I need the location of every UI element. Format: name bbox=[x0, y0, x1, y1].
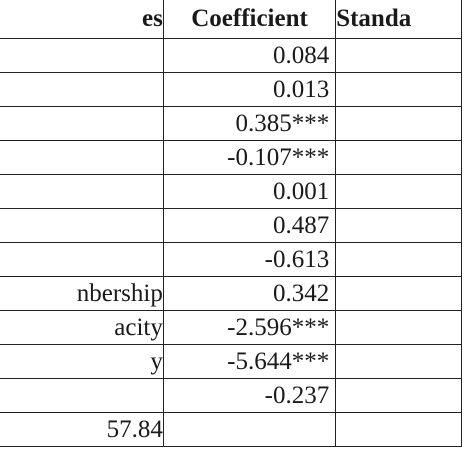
table-header-row: es Coefficient Standa bbox=[0, 0, 462, 39]
table-row: 0.001 bbox=[0, 174, 462, 209]
coefficient-cell: -0.237 bbox=[162, 378, 337, 413]
coefficient-cell: 0.385*** bbox=[162, 106, 337, 141]
standard-error-cell bbox=[335, 378, 462, 413]
standard-error-cell bbox=[335, 208, 462, 243]
table-row: acity -2.596*** bbox=[0, 310, 462, 345]
standard-error-cell bbox=[335, 344, 462, 379]
variable-cell: y bbox=[0, 344, 164, 379]
variables-column-header: es bbox=[0, 0, 164, 39]
coefficient-cell: 0.013 bbox=[162, 72, 337, 107]
coefficient-cell: 0.342 bbox=[162, 276, 337, 311]
coefficient-cell bbox=[162, 412, 337, 447]
coefficient-cell: 0.084 bbox=[162, 38, 337, 73]
standard-error-cell bbox=[335, 310, 462, 345]
standard-error-cell bbox=[335, 72, 462, 107]
variable-cell: 57.84 bbox=[0, 412, 164, 447]
variable-cell bbox=[0, 242, 164, 277]
variable-cell bbox=[0, 378, 164, 413]
standard-error-cell bbox=[335, 412, 462, 447]
coefficient-cell: -2.596*** bbox=[162, 310, 337, 345]
table-row: -0.237 bbox=[0, 378, 462, 413]
coefficient-cell: -0.107*** bbox=[162, 140, 337, 175]
standard-error-cell bbox=[335, 106, 462, 141]
variable-cell bbox=[0, 38, 164, 73]
table-row: 57.84 bbox=[0, 412, 462, 447]
coefficient-cell: -0.613 bbox=[162, 242, 337, 277]
variable-cell: acity bbox=[0, 310, 164, 345]
table-row: -0.613 bbox=[0, 242, 462, 277]
table-row: -0.107*** bbox=[0, 140, 462, 175]
variable-cell bbox=[0, 174, 164, 209]
table-row: 0.084 bbox=[0, 38, 462, 73]
table-row: nbership 0.342 bbox=[0, 276, 462, 311]
table-row: y -5.644*** bbox=[0, 344, 462, 379]
table-row: 0.013 bbox=[0, 72, 462, 107]
coefficient-cell: -5.644*** bbox=[162, 344, 337, 379]
coefficient-cell: 0.001 bbox=[162, 174, 337, 209]
standard-error-cell bbox=[335, 242, 462, 277]
standard-error-cell bbox=[335, 140, 462, 175]
regression-table: es Coefficient Standa 0.084 0.013 0.385*… bbox=[0, 0, 462, 447]
variable-cell bbox=[0, 106, 164, 141]
standard-error-column-header: Standa bbox=[335, 0, 462, 39]
variable-cell bbox=[0, 72, 164, 107]
standard-error-cell bbox=[335, 276, 462, 311]
variable-cell: nbership bbox=[0, 276, 164, 311]
coefficient-cell: 0.487 bbox=[162, 208, 337, 243]
variable-cell bbox=[0, 140, 164, 175]
coefficient-column-header: Coefficient bbox=[162, 0, 337, 39]
table-row: 0.487 bbox=[0, 208, 462, 243]
variable-cell bbox=[0, 208, 164, 243]
standard-error-cell bbox=[335, 38, 462, 73]
standard-error-cell bbox=[335, 174, 462, 209]
table-row: 0.385*** bbox=[0, 106, 462, 141]
